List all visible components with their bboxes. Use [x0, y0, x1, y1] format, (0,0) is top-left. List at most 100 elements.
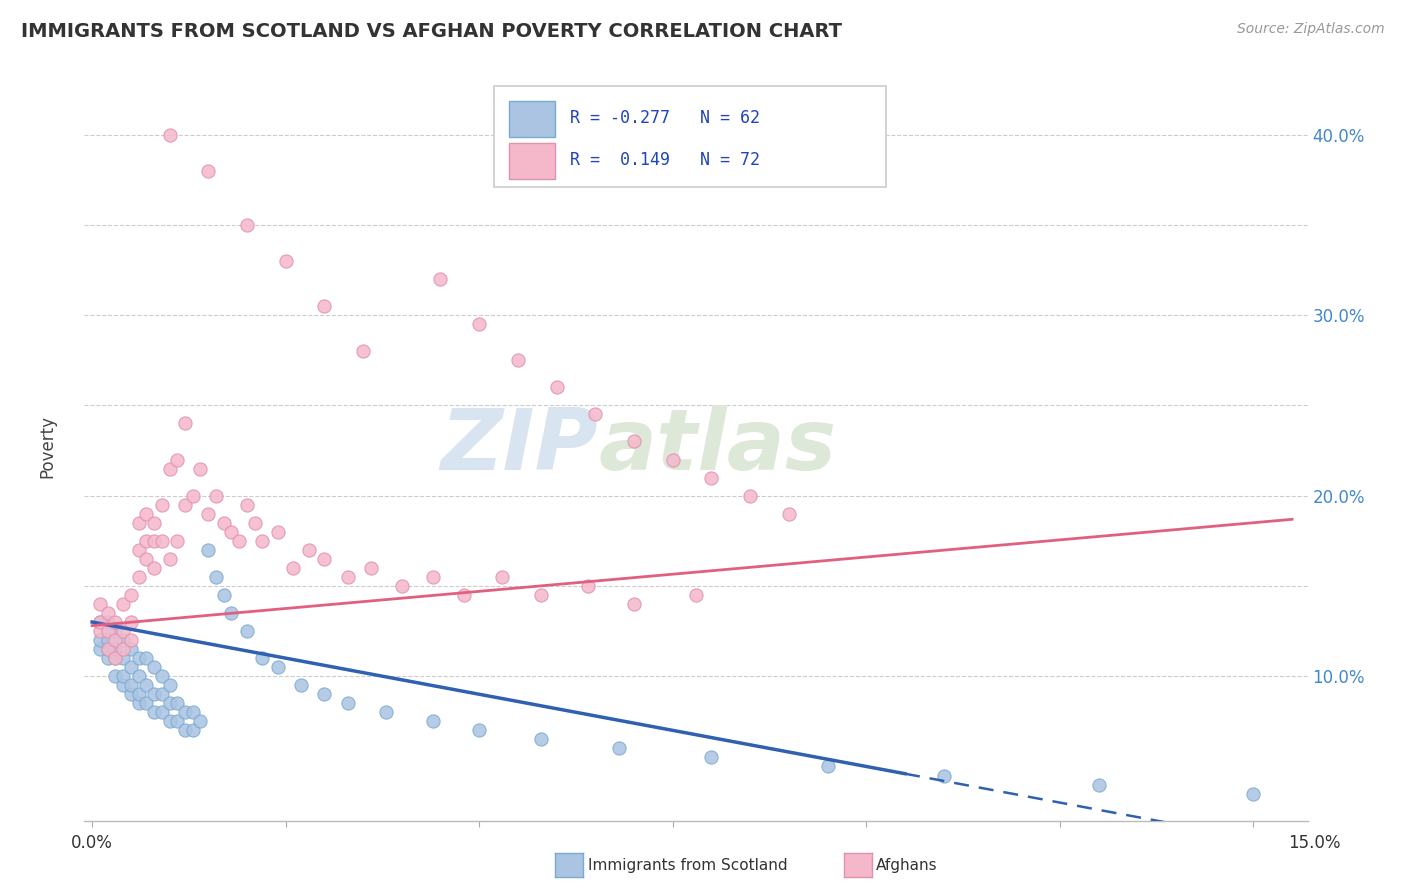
Point [135, 678, 157, 692]
Point [143, 660, 166, 674]
Point [159, 714, 181, 729]
Point [120, 678, 142, 692]
Point [205, 570, 228, 584]
Point [181, 489, 204, 503]
Point [89, 624, 111, 638]
Point [97, 615, 120, 629]
Point [97, 633, 120, 648]
Point [89, 615, 111, 629]
Point [128, 516, 150, 530]
Point [243, 516, 266, 530]
Point [120, 615, 142, 629]
Point [267, 524, 290, 539]
Point [97, 642, 120, 657]
Point [197, 507, 219, 521]
Point [135, 533, 157, 548]
Point [422, 570, 444, 584]
Point [197, 163, 219, 178]
Point [375, 706, 398, 720]
Point [150, 687, 173, 701]
Text: Afghans: Afghans [876, 858, 938, 872]
Point [661, 452, 683, 467]
Point [159, 552, 181, 566]
Point [104, 651, 127, 665]
Point [159, 461, 181, 475]
Point [128, 542, 150, 557]
Point [104, 642, 127, 657]
Point [336, 696, 359, 710]
Point [190, 461, 212, 475]
Point [120, 687, 142, 701]
Text: Source: ZipAtlas.com: Source: ZipAtlas.com [1237, 22, 1385, 37]
Text: Poverty: Poverty [38, 415, 56, 477]
Point [1241, 787, 1264, 801]
Point [506, 353, 529, 368]
Point [143, 687, 166, 701]
Point [205, 489, 228, 503]
Point [89, 642, 111, 657]
Point [135, 696, 157, 710]
Point [159, 128, 181, 142]
Point [143, 561, 166, 575]
FancyBboxPatch shape [494, 87, 886, 187]
Point [236, 498, 259, 512]
Point [360, 561, 382, 575]
Point [583, 408, 606, 422]
Text: atlas: atlas [598, 404, 837, 488]
Point [252, 651, 274, 665]
Point [212, 516, 235, 530]
Point [112, 633, 135, 648]
Point [236, 218, 259, 232]
Point [97, 606, 120, 620]
Point [128, 570, 150, 584]
Point [740, 489, 762, 503]
Point [700, 750, 723, 764]
Point [89, 633, 111, 648]
Point [422, 714, 444, 729]
Text: R =  0.149   N = 72: R = 0.149 N = 72 [569, 151, 761, 169]
Point [468, 317, 491, 331]
Point [104, 669, 127, 683]
Point [685, 588, 707, 602]
Text: Immigrants from Scotland: Immigrants from Scotland [588, 858, 787, 872]
Point [97, 651, 120, 665]
Point [104, 651, 127, 665]
Text: ZIP: ZIP [440, 404, 598, 488]
Point [174, 417, 197, 431]
Point [236, 624, 259, 638]
Point [221, 524, 243, 539]
Point [150, 706, 173, 720]
Point [89, 597, 111, 611]
Point [166, 696, 188, 710]
Point [491, 570, 513, 584]
Point [314, 552, 336, 566]
Point [181, 706, 204, 720]
Point [143, 516, 166, 530]
Point [352, 344, 374, 359]
Point [128, 669, 150, 683]
Point [135, 552, 157, 566]
Point [468, 723, 491, 738]
Point [932, 768, 955, 782]
Point [290, 678, 312, 692]
Point [97, 642, 120, 657]
Bar [509, 143, 555, 178]
Point [576, 579, 599, 593]
Text: 0.0%: 0.0% [70, 834, 112, 852]
Point [89, 615, 111, 629]
Point [530, 732, 553, 747]
Point [314, 687, 336, 701]
Point [128, 696, 150, 710]
Point [112, 678, 135, 692]
Point [174, 706, 197, 720]
Point [104, 624, 127, 638]
Point [429, 272, 451, 286]
Point [143, 533, 166, 548]
Point [1087, 778, 1109, 792]
Point [166, 452, 188, 467]
Point [391, 579, 413, 593]
Point [623, 434, 645, 449]
Point [212, 588, 235, 602]
Point [283, 561, 305, 575]
Point [128, 687, 150, 701]
